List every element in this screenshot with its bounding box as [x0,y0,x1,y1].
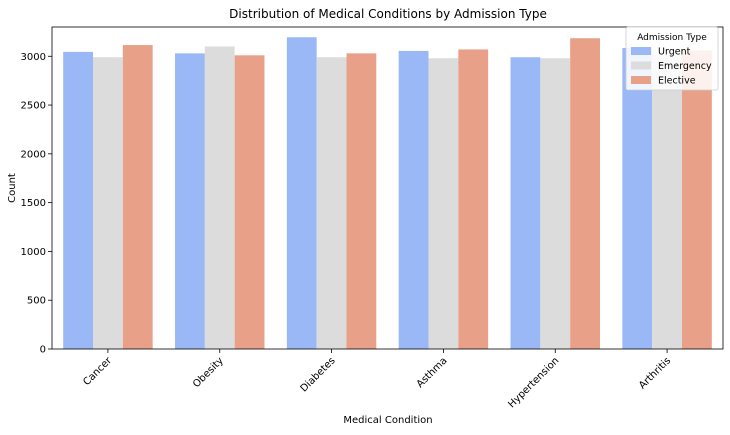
x-axis-label: Medical Condition [343,415,432,426]
legend-label-urgent: Urgent [658,47,691,58]
bar-elective-arthritis [681,50,712,350]
y-axis-label: Count [7,173,18,203]
bar-emergency-arthritis [652,54,682,350]
legend-label-emergency: Emergency [658,61,712,72]
y-axis: 0 500 1000 1500 2000 2500 3000 [21,52,52,356]
y-tick-label: 500 [27,296,46,307]
bar-urgent-arthritis [622,47,653,349]
legend-items: Urgent Emergency Elective [631,47,712,87]
legend-swatch-emergency [631,61,651,70]
bar-urgent-obesity [175,53,205,349]
x-tick-label: Asthma [415,355,450,390]
x-tick-label: Arthritis [637,355,673,391]
bar-emergency-asthma [428,58,459,349]
legend-swatch-elective [631,76,651,84]
y-tick-label: 1000 [21,247,46,258]
x-tick-label: Hypertension [506,355,561,410]
y-tick-label: 1500 [21,198,46,209]
y-tick-label: 3000 [21,52,46,63]
bars-layer [63,37,712,350]
legend: Admission Type Urgent Emergency Elective [625,26,719,91]
y-tick-label: 2000 [21,149,46,160]
x-tick-label: Cancer [81,355,114,388]
bar-elective-obesity [234,55,265,350]
bar-urgent-hypertension [510,57,541,349]
legend-label-elective: Elective [658,76,696,87]
legend-swatch-urgent [631,47,651,55]
bar-elective-hypertension [570,38,600,349]
plot-frame [51,26,724,350]
x-tick-label: Obesity [191,355,226,390]
bar-urgent-cancer [63,51,93,349]
bar-emergency-diabetes [316,57,347,349]
x-tick-label: Diabetes [299,355,338,394]
chart-title: Distribution of Medical Conditions by Ad… [229,7,547,21]
bar-urgent-diabetes [286,37,317,349]
bar-urgent-asthma [398,50,429,349]
y-tick-label: 0 [40,345,46,356]
bar-elective-cancer [122,45,153,350]
bar-emergency-obesity [204,46,235,350]
legend-box [625,26,719,91]
y-tick-label: 2500 [21,101,46,112]
bar-elective-asthma [458,49,489,349]
legend-title: Admission Type [637,33,707,43]
bar-emergency-cancer [93,57,123,349]
x-axis: Cancer Obesity Diabetes Asthma Hypertension A… [81,349,673,410]
bar-emergency-hypertension [540,58,571,349]
bar-elective-diabetes [346,53,377,349]
